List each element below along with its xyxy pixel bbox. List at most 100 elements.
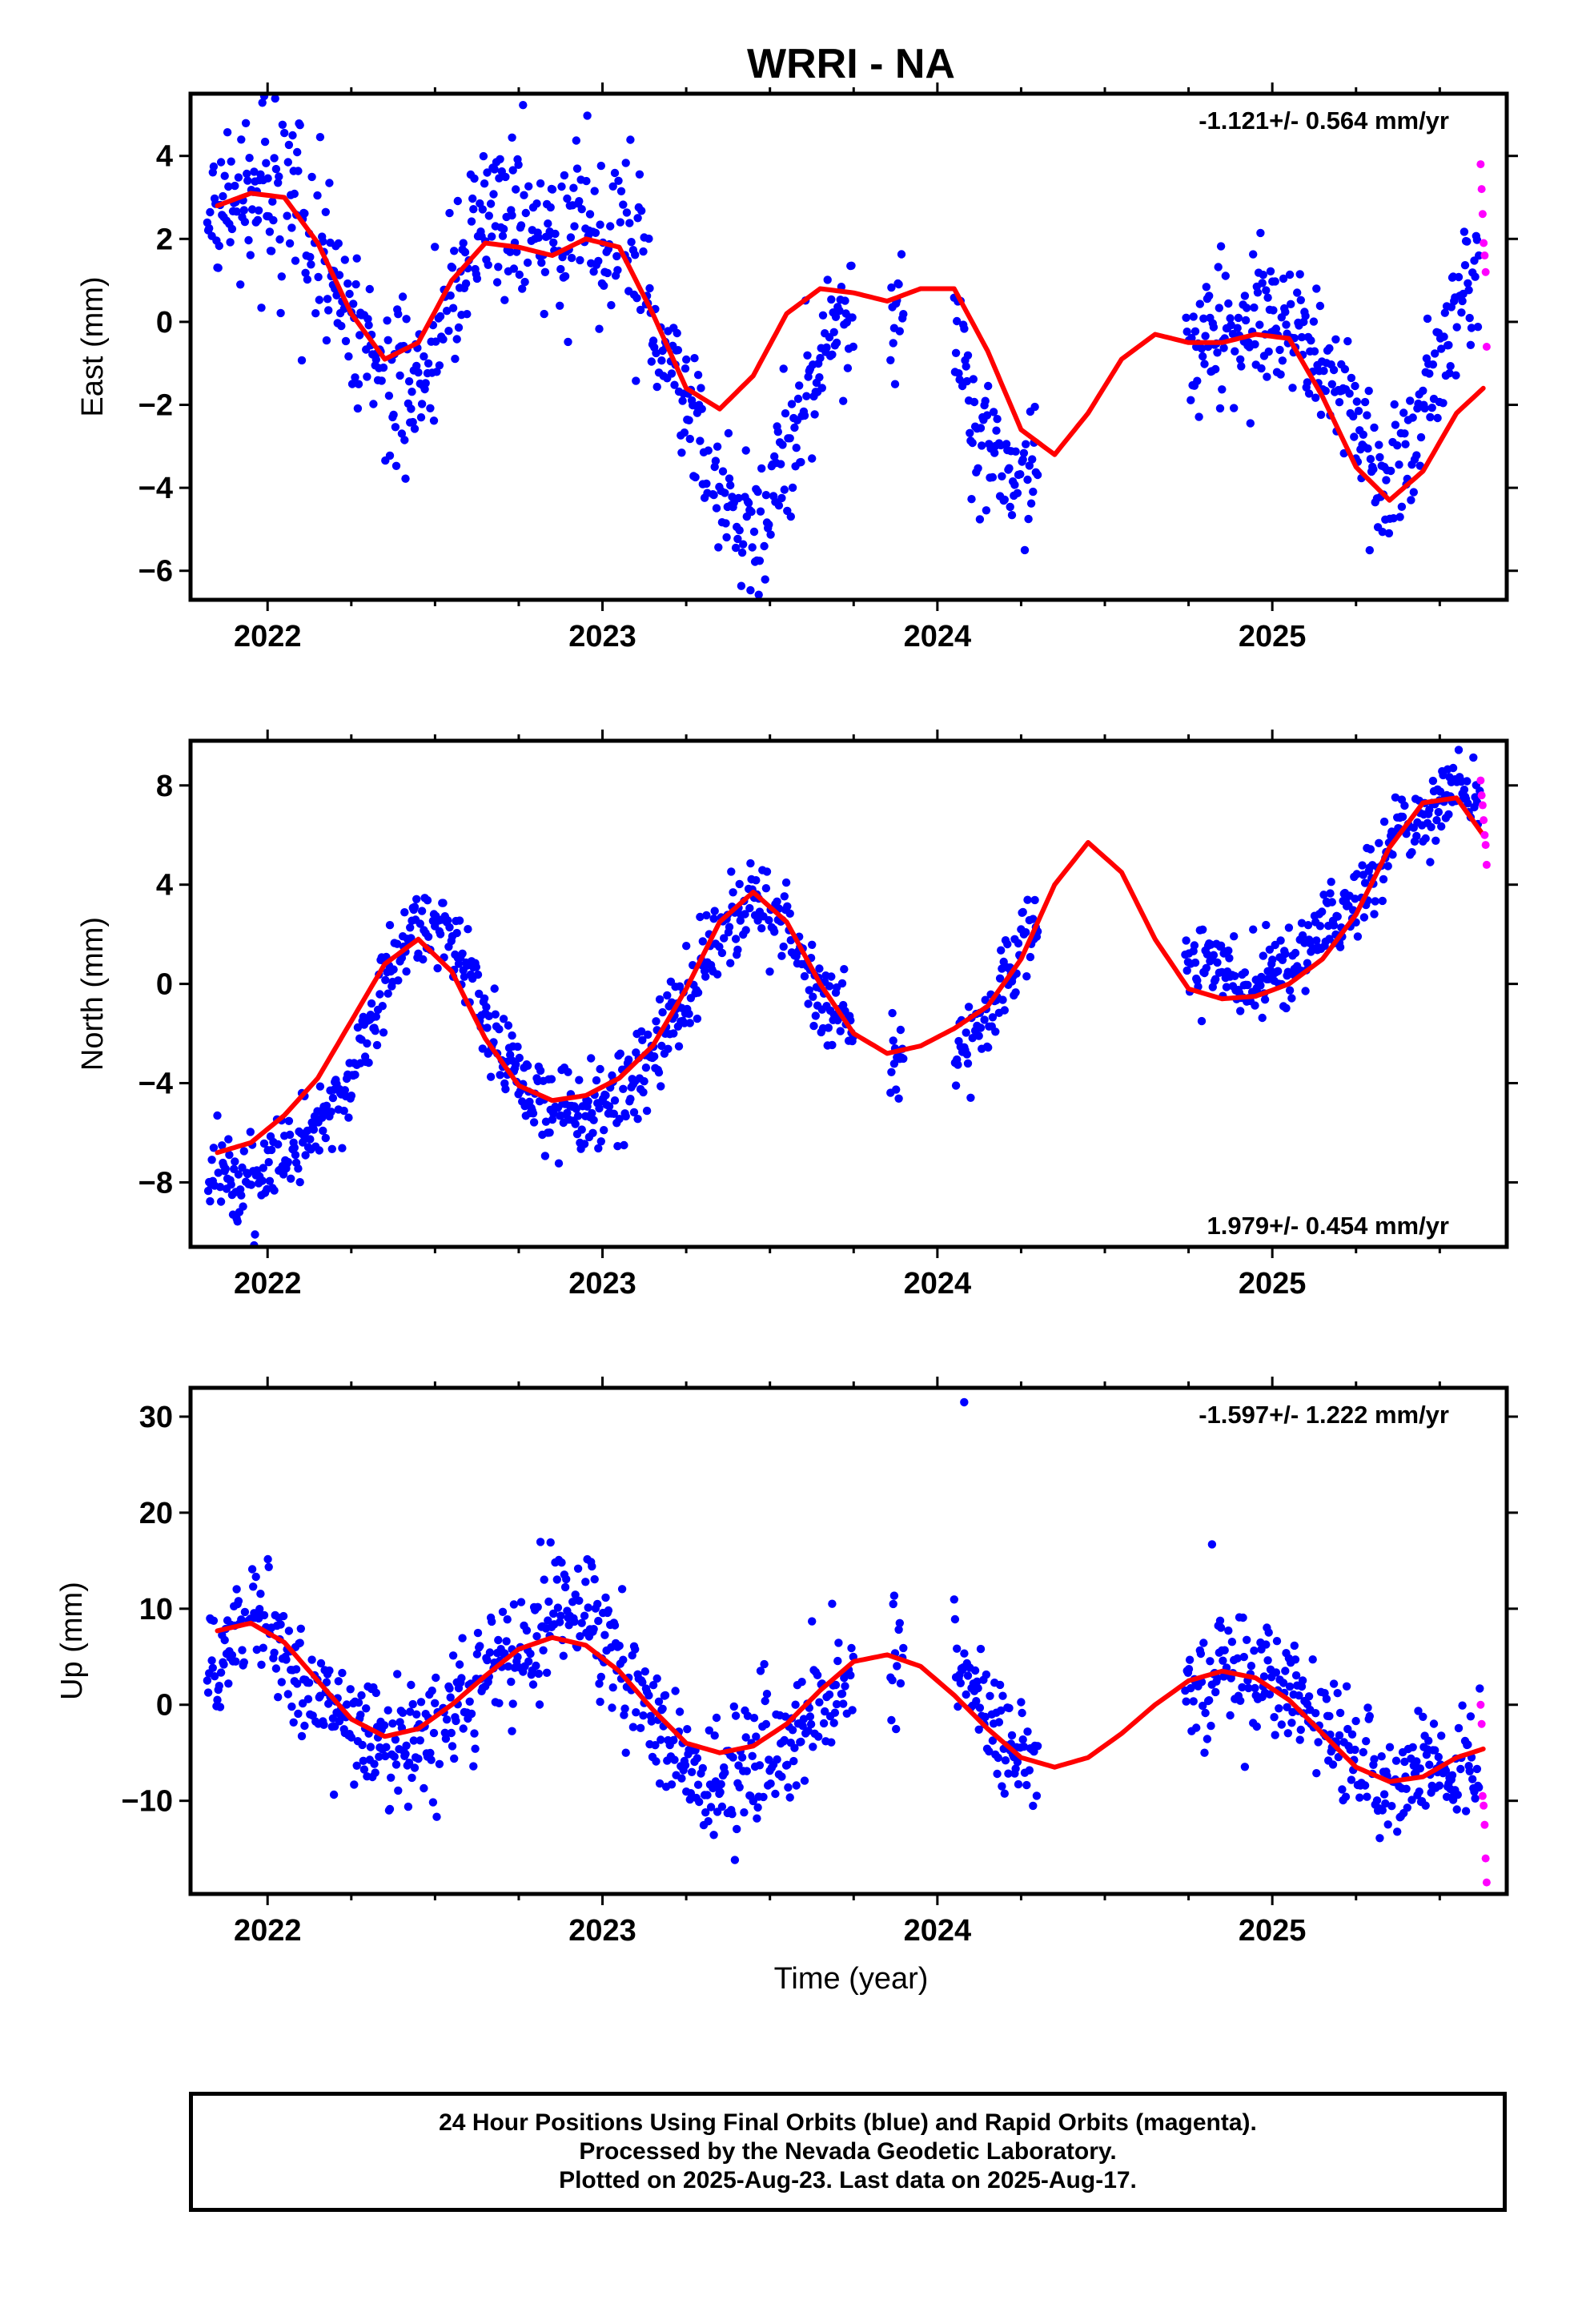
final-point <box>504 1021 513 1030</box>
final-point <box>209 162 219 171</box>
final-point <box>1227 320 1235 330</box>
final-point <box>720 934 729 943</box>
final-point <box>1461 1807 1471 1815</box>
final-point <box>250 167 259 176</box>
final-point <box>315 133 325 142</box>
final-point <box>1328 1760 1338 1769</box>
final-point <box>582 176 591 186</box>
final-point <box>1440 308 1450 317</box>
final-point <box>848 313 857 322</box>
final-point <box>1466 1712 1476 1721</box>
final-point <box>329 1790 339 1799</box>
final-point <box>644 1691 653 1700</box>
final-point <box>381 1751 390 1761</box>
final-point <box>1199 1638 1208 1647</box>
y-tick-label: −2 <box>139 389 173 423</box>
final-point <box>506 247 515 256</box>
final-point <box>1439 399 1447 408</box>
final-point <box>408 417 417 427</box>
final-point <box>1384 529 1394 538</box>
final-point <box>773 1755 781 1764</box>
final-point <box>638 1678 647 1687</box>
final-point <box>1019 1742 1029 1751</box>
final-point <box>1378 896 1387 906</box>
final-point <box>722 533 731 542</box>
final-point <box>698 1763 707 1773</box>
final-point <box>709 1831 718 1839</box>
final-point <box>431 243 440 251</box>
final-point <box>259 1610 269 1620</box>
final-point <box>753 1803 762 1812</box>
final-point <box>847 1643 856 1653</box>
final-point <box>703 1791 712 1799</box>
final-point <box>1333 1689 1342 1698</box>
final-point <box>285 1130 295 1140</box>
final-point <box>587 1054 596 1063</box>
final-point <box>1272 1637 1282 1646</box>
final-point <box>1297 919 1307 927</box>
final-point <box>989 408 998 416</box>
final-point <box>1281 308 1290 316</box>
final-point <box>1426 412 1435 422</box>
final-point <box>486 199 496 208</box>
final-point <box>575 1596 584 1606</box>
final-point <box>828 1599 837 1608</box>
final-point <box>251 1572 260 1582</box>
final-point <box>359 1765 369 1774</box>
final-point <box>247 1180 256 1189</box>
final-point <box>401 474 410 483</box>
final-point <box>1437 344 1446 353</box>
final-point <box>962 1028 970 1037</box>
final-point <box>1393 441 1402 450</box>
final-point <box>808 940 817 950</box>
final-point <box>1033 470 1042 480</box>
final-point <box>813 1671 822 1679</box>
final-point <box>890 380 900 388</box>
final-point <box>954 369 963 378</box>
final-point <box>1460 785 1469 794</box>
final-point <box>671 1687 680 1695</box>
final-point <box>432 1673 440 1683</box>
final-point <box>446 291 455 300</box>
final-point <box>316 1659 326 1668</box>
final-point <box>729 1753 737 1762</box>
final-point <box>233 1217 242 1226</box>
final-point <box>1403 1803 1412 1812</box>
final-point <box>227 1180 235 1189</box>
rapid-point <box>1480 239 1488 247</box>
final-point <box>467 217 476 226</box>
final-point <box>887 283 896 292</box>
final-point <box>809 992 817 1001</box>
final-point <box>1259 1672 1269 1681</box>
final-point <box>1419 386 1427 396</box>
final-point <box>975 1703 985 1712</box>
final-point <box>1005 464 1014 472</box>
final-point <box>746 585 755 595</box>
final-point <box>573 1112 583 1120</box>
final-point <box>1295 1735 1304 1744</box>
final-point <box>259 1164 267 1172</box>
final-point <box>887 1715 896 1725</box>
final-point <box>213 1111 222 1120</box>
final-point <box>416 919 424 928</box>
y-tick-label: 0 <box>156 306 173 340</box>
final-point <box>693 371 703 380</box>
final-point <box>639 1711 648 1720</box>
final-point <box>1350 432 1359 441</box>
final-point <box>779 364 788 373</box>
final-point <box>677 1774 686 1783</box>
final-point <box>686 1789 696 1798</box>
final-point <box>828 350 837 359</box>
final-point <box>516 221 526 230</box>
final-point <box>741 910 749 919</box>
final-point <box>1199 314 1208 323</box>
final-point <box>556 264 565 274</box>
final-point <box>1291 1671 1301 1680</box>
final-point <box>596 1064 604 1074</box>
final-point <box>1184 1665 1194 1674</box>
final-point <box>633 214 642 223</box>
final-point <box>284 140 294 150</box>
final-point <box>347 380 357 388</box>
final-point <box>696 436 705 445</box>
final-point <box>1025 461 1034 470</box>
